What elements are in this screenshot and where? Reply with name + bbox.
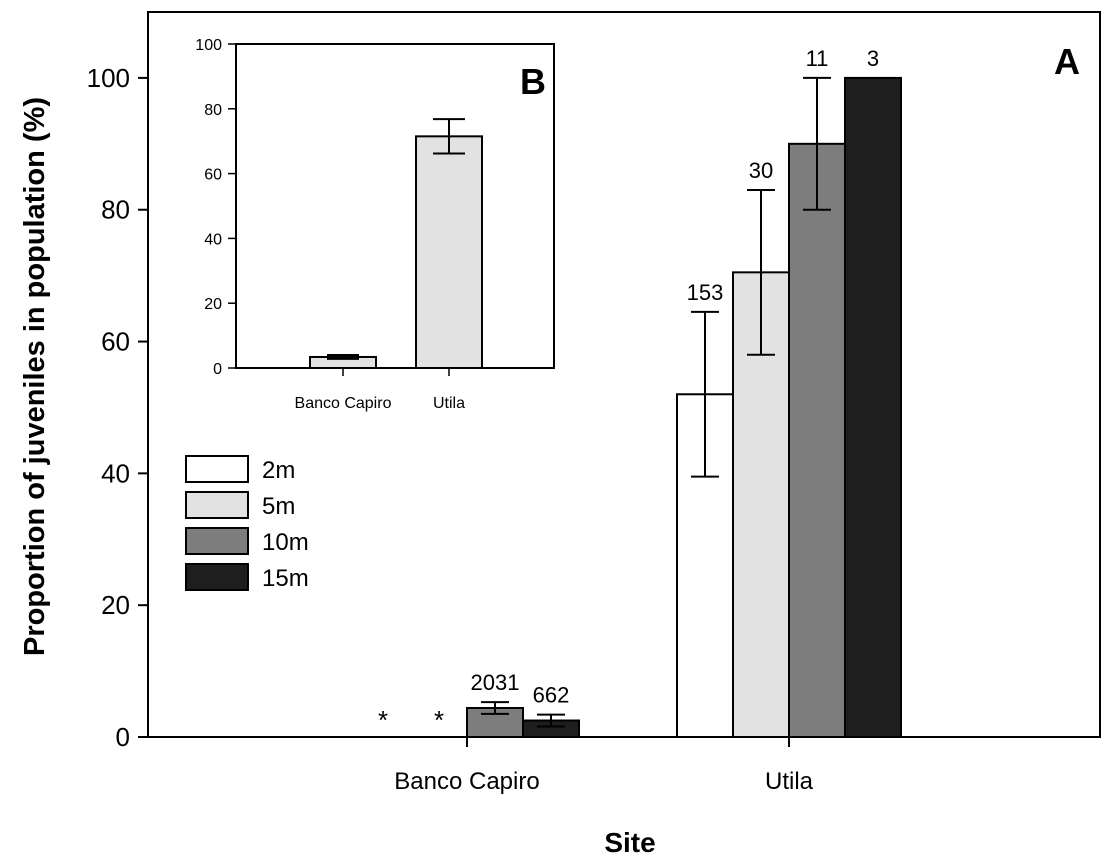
y-tick-label-b: 80	[204, 102, 222, 119]
sample-size-label: *	[378, 705, 388, 735]
sample-size-label: 662	[533, 683, 570, 708]
x-tick-label-b: Banco Capiro	[295, 395, 392, 412]
main-chart-a: 0 20 40 60 80 100 Banco Capiro * * 2031 662 Utila 15…	[19, 11, 1101, 858]
bar-10m-1	[788, 142, 846, 738]
legend-label-10m: 10m	[262, 529, 309, 556]
legend: 2m 5m 10m 15m	[185, 455, 309, 592]
y-tick-label-b: 20	[204, 296, 222, 313]
x-axis-title: Site	[604, 827, 655, 858]
sample-size-label: 3	[867, 46, 879, 71]
x-tick-label-a: Utila	[765, 768, 814, 795]
legend-label-2m: 2m	[262, 457, 295, 484]
y-tick-label-a: 40	[101, 458, 130, 488]
y-tick-label-b: 100	[195, 37, 222, 54]
y-tick-label-a: 20	[101, 590, 130, 620]
y-tick-label-a: 100	[87, 63, 130, 93]
legend-swatch-15m	[185, 563, 249, 591]
inset-chart-b: 0 20 40 60 80 100 Banco Capiro Utila B	[195, 37, 555, 412]
sample-size-label: 11	[806, 46, 829, 71]
legend-label-5m: 5m	[262, 493, 295, 520]
y-tick-label-a: 60	[101, 327, 130, 357]
plot-frame-a	[147, 11, 1101, 738]
sample-size-label: *	[434, 705, 444, 735]
inset-bar-1	[415, 135, 483, 369]
legend-swatch-5m	[185, 491, 249, 519]
sample-size-label: 153	[687, 280, 724, 305]
y-tick-label-a: 0	[116, 722, 130, 752]
bar-15m-1	[844, 76, 902, 738]
sample-size-label: 2031	[471, 670, 520, 695]
x-tick-label-b: Utila	[433, 395, 465, 412]
sample-size-label: 30	[749, 158, 773, 183]
legend-swatch-10m	[185, 527, 249, 555]
panel-label-a: A	[1054, 41, 1080, 82]
y-tick-label-b: 40	[204, 231, 222, 248]
y-tick-label-b: 0	[213, 361, 222, 378]
legend-swatch-2m	[185, 455, 249, 483]
plot-frame-b	[235, 43, 555, 369]
y-tick-label-a: 80	[101, 195, 130, 225]
panel-label-b: B	[520, 61, 546, 102]
legend-label-15m: 15m	[262, 565, 309, 592]
y-axis-title: Proportion of juveniles in population (%…	[19, 97, 51, 656]
y-tick-label-b: 60	[204, 167, 222, 184]
x-tick-label-a: Banco Capiro	[394, 768, 539, 795]
